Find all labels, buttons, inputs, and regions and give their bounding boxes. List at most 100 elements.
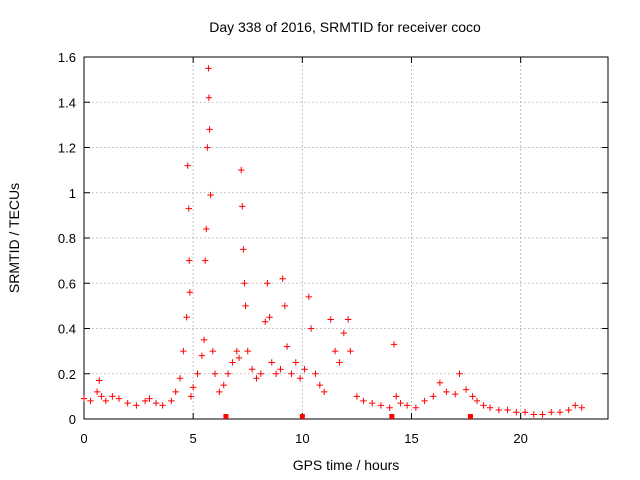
- chart-title: Day 338 of 2016, SRMTID for receiver coc…: [209, 19, 481, 35]
- data-point: [386, 404, 393, 411]
- data-point: [224, 370, 232, 377]
- data-gap-marker: [467, 414, 473, 419]
- data-point: [521, 409, 529, 416]
- data-point: [146, 395, 153, 402]
- data-point: [187, 393, 195, 400]
- data-point: [115, 395, 123, 402]
- data-point: [504, 406, 511, 414]
- data-point: [301, 366, 308, 373]
- data-point: [436, 379, 444, 386]
- data-point: [80, 395, 88, 402]
- data-point: [184, 162, 191, 169]
- data-point: [344, 316, 352, 323]
- data-point: [292, 359, 299, 366]
- data-point: [241, 280, 248, 287]
- data-point: [353, 393, 361, 400]
- data-point: [172, 388, 179, 396]
- y-axis-label: SRMTID / TECUs: [6, 183, 22, 293]
- data-point: [281, 302, 289, 310]
- data-point: [347, 347, 354, 355]
- data-point: [229, 359, 236, 366]
- data-point: [206, 126, 213, 133]
- x-tick-label: 15: [404, 431, 418, 446]
- data-point: [159, 402, 166, 409]
- data-point: [200, 336, 208, 344]
- data-point: [124, 399, 131, 407]
- data-point: [266, 313, 273, 321]
- y-tick-label: 1.6: [58, 50, 76, 65]
- data-point: [185, 205, 192, 212]
- data-point: [93, 388, 101, 396]
- data-point: [390, 341, 398, 348]
- data-point: [216, 388, 223, 396]
- data-point: [141, 397, 149, 405]
- data-point: [205, 94, 213, 101]
- data-point: [233, 347, 241, 355]
- data-points: [80, 65, 585, 419]
- data-gap-marker: [223, 414, 229, 419]
- data-point: [198, 352, 206, 359]
- y-tick-label: 0.8: [58, 231, 76, 246]
- data-point: [264, 280, 271, 287]
- data-point: [539, 411, 546, 418]
- data-point: [203, 225, 210, 233]
- data-point: [288, 370, 295, 377]
- data-point: [486, 404, 494, 411]
- data-point: [369, 399, 376, 407]
- data-point: [403, 402, 411, 409]
- data-point: [98, 393, 105, 400]
- data-point: [421, 397, 428, 405]
- data-point: [331, 347, 339, 355]
- y-tick-label: 0.2: [58, 367, 76, 382]
- data-point: [204, 144, 211, 151]
- data-point: [305, 293, 313, 301]
- data-point: [242, 302, 249, 310]
- data-point: [272, 370, 280, 377]
- x-tick-labels: 0 5 10 15 20: [80, 431, 528, 446]
- data-point: [283, 343, 291, 350]
- data-point: [244, 347, 251, 355]
- data-point: [412, 404, 420, 411]
- data-point: [565, 406, 572, 414]
- data-point: [239, 203, 246, 210]
- data-point: [296, 375, 304, 382]
- data-point: [393, 393, 400, 400]
- data-point: [316, 381, 323, 389]
- data-point: [495, 406, 503, 414]
- data-point: [307, 325, 315, 332]
- data-point: [578, 404, 585, 411]
- data-point: [430, 393, 437, 400]
- data-point: [186, 257, 193, 264]
- y-tick-label: 0.4: [58, 322, 76, 337]
- data-point: [207, 191, 214, 199]
- data-point: [327, 316, 334, 323]
- data-point: [469, 393, 476, 400]
- data-point: [456, 370, 463, 377]
- data-point: [240, 246, 247, 253]
- data-point: [109, 393, 116, 400]
- data-point: [133, 402, 140, 409]
- data-point: [189, 384, 197, 391]
- data-point: [235, 354, 243, 362]
- data-point: [377, 402, 385, 409]
- y-tick-label: 0.6: [58, 276, 76, 291]
- data-point: [268, 359, 275, 366]
- data-point: [548, 409, 555, 416]
- data-point: [279, 275, 286, 282]
- data-gap-marker: [389, 414, 395, 419]
- x-tick-label: 0: [80, 431, 87, 446]
- data-point: [186, 289, 194, 296]
- data-point: [443, 388, 450, 396]
- data-point: [556, 409, 564, 416]
- x-tick-label: 10: [295, 431, 309, 446]
- data-point: [209, 347, 217, 355]
- data-point: [397, 399, 404, 407]
- data-point: [320, 388, 328, 396]
- y-tick-label: 1.2: [58, 141, 76, 156]
- data-point: [451, 390, 459, 398]
- data-point: [530, 411, 537, 418]
- data-gap-marker: [299, 414, 305, 419]
- x-tick-label: 5: [190, 431, 197, 446]
- y-tick-label: 1: [69, 186, 76, 201]
